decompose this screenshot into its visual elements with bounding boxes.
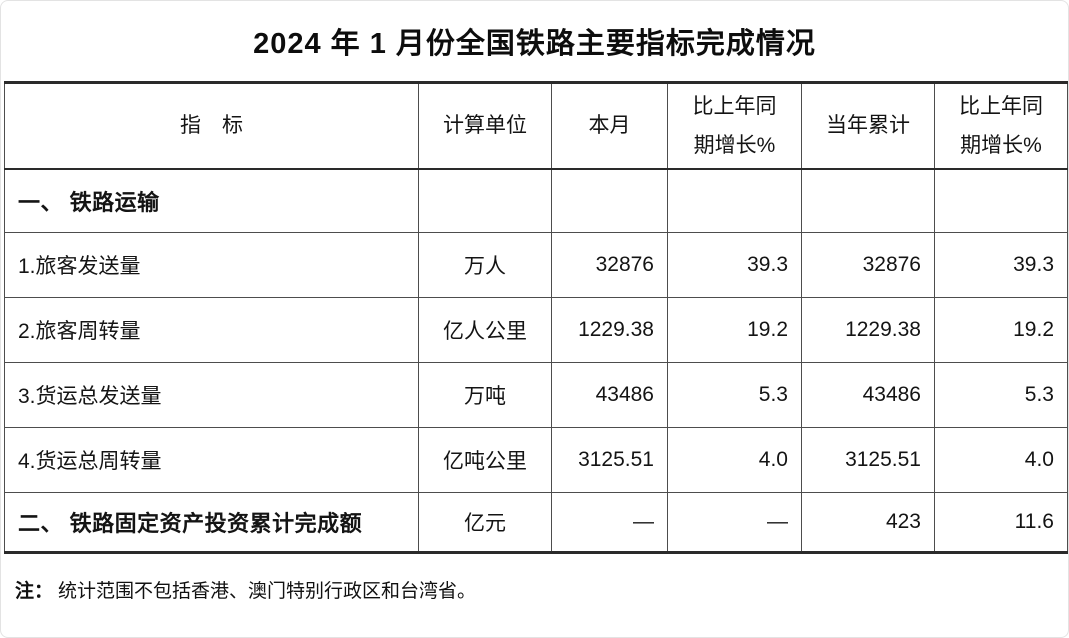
cell-unit: 万人	[418, 232, 552, 298]
table-row-passengers-sent: 1.旅客发送量 万人 32876 39.3 32876 39.3	[4, 232, 1068, 298]
empty-cell	[667, 168, 802, 233]
row-label: 2.旅客周转量	[4, 297, 419, 363]
row-label: 4.货运总周转量	[4, 427, 419, 493]
empty-cell	[551, 168, 668, 233]
section-row-fixed-asset-investment: 二、 铁路固定资产投资累计完成额 亿元 — — 423 11.6	[4, 492, 1068, 553]
section-row-railway-transport: 一、 铁路运输	[4, 168, 1068, 233]
cell-unit: 万吨	[418, 362, 552, 428]
cell-current-month: —	[551, 492, 668, 553]
cell-ytd: 423	[801, 492, 935, 553]
table-row-freight-turnover: 4.货运总周转量 亿吨公里 3125.51 4.0 3125.51 4.0	[4, 427, 1068, 493]
footnote: 注： 统计范围不包括香港、澳门特别行政区和台湾省。	[1, 554, 1068, 624]
cell-ytd: 3125.51	[801, 427, 935, 493]
header-row: 指 标 计算单位 本月 比上年同 期增长% 当年累计 比上年同 期增长%	[4, 82, 1068, 170]
table-row-passenger-turnover: 2.旅客周转量 亿人公里 1229.38 19.2 1229.38 19.2	[4, 297, 1068, 363]
col-header-current-month: 本月	[551, 82, 668, 170]
cell-unit: 亿元	[418, 492, 552, 553]
cell-current-month: 3125.51	[551, 427, 668, 493]
cell-month-yoy: 19.2	[667, 297, 802, 363]
empty-cell	[801, 168, 935, 233]
col-header-ytd-yoy-growth: 比上年同 期增长%	[934, 82, 1068, 170]
cell-ytd-yoy: 39.3	[934, 232, 1068, 298]
footnote-text: 统计范围不包括香港、澳门特别行政区和台湾省。	[58, 580, 477, 602]
cell-current-month: 1229.38	[551, 297, 668, 363]
cell-ytd: 43486	[801, 362, 935, 428]
railway-indicators-table: 指 标 计算单位 本月 比上年同 期增长% 当年累计 比上年同 期增长%	[4, 81, 1068, 554]
col-header-ytd-cumulative: 当年累计	[801, 82, 935, 170]
cell-ytd: 32876	[801, 232, 935, 298]
cell-current-month: 43486	[551, 362, 668, 428]
section-label: 一、 铁路运输	[4, 168, 419, 233]
col-header-unit: 计算单位	[418, 82, 552, 170]
row-label: 3.货运总发送量	[4, 362, 419, 428]
cell-unit: 亿人公里	[418, 297, 552, 363]
section-label: 二、 铁路固定资产投资累计完成额	[4, 492, 419, 553]
cell-month-yoy: —	[667, 492, 802, 553]
cell-ytd-yoy: 11.6	[934, 492, 1068, 553]
empty-cell	[418, 168, 552, 233]
table-header: 指 标 计算单位 本月 比上年同 期增长% 当年累计 比上年同 期增长%	[4, 82, 1068, 170]
col-header-indicator: 指 标	[4, 82, 419, 170]
col-header-month-yoy-growth: 比上年同 期增长%	[667, 82, 802, 170]
cell-ytd-yoy: 5.3	[934, 362, 1068, 428]
footnote-label: 注：	[15, 580, 54, 602]
cell-unit: 亿吨公里	[418, 427, 552, 493]
cell-ytd-yoy: 19.2	[934, 297, 1068, 363]
cell-current-month: 32876	[551, 232, 668, 298]
page-title: 2024 年 1 月份全国铁路主要指标完成情况	[253, 28, 816, 60]
cell-ytd-yoy: 4.0	[934, 427, 1068, 493]
cell-month-yoy: 5.3	[667, 362, 802, 428]
table-body: 一、 铁路运输 1.旅客发送量 万人 32876 39.3 32876 39.3…	[4, 168, 1068, 553]
table-row-freight-sent: 3.货运总发送量 万吨 43486 5.3 43486 5.3	[4, 362, 1068, 428]
cell-ytd: 1229.38	[801, 297, 935, 363]
cell-month-yoy: 4.0	[667, 427, 802, 493]
row-label: 1.旅客发送量	[4, 232, 419, 298]
cell-month-yoy: 39.3	[667, 232, 802, 298]
empty-cell	[934, 168, 1068, 233]
